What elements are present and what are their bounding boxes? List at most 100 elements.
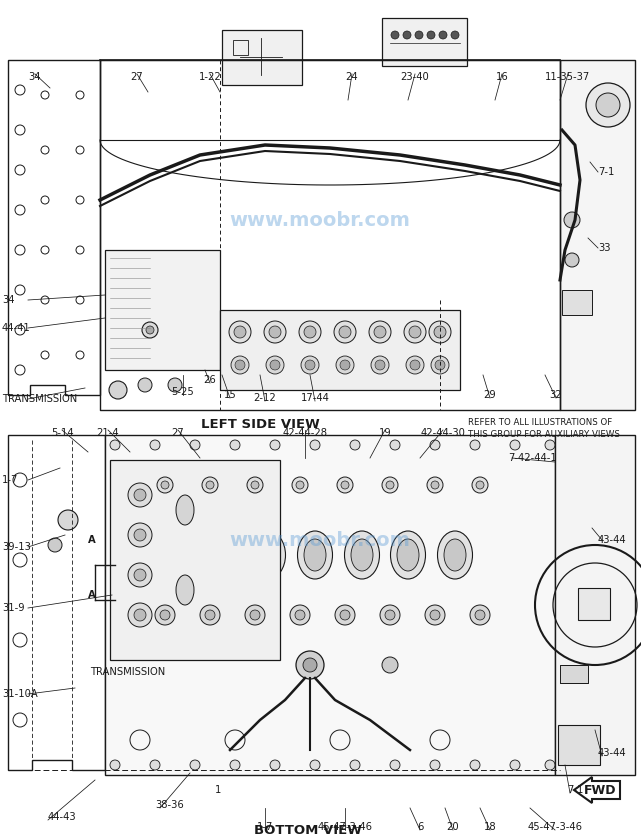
- Circle shape: [470, 760, 480, 770]
- Circle shape: [439, 31, 447, 39]
- Text: 20: 20: [447, 822, 460, 832]
- Circle shape: [200, 605, 220, 625]
- Circle shape: [230, 760, 240, 770]
- Text: 1: 1: [215, 785, 221, 795]
- Text: 17-44: 17-44: [301, 393, 329, 403]
- Ellipse shape: [176, 575, 194, 605]
- Text: 5-25: 5-25: [172, 387, 194, 397]
- Circle shape: [404, 321, 426, 343]
- Circle shape: [350, 440, 360, 450]
- Circle shape: [310, 440, 320, 450]
- Text: BOTTOM VIEW: BOTTOM VIEW: [254, 824, 362, 837]
- Text: www.moobr.com: www.moobr.com: [229, 210, 410, 230]
- FancyBboxPatch shape: [220, 310, 460, 390]
- FancyArrow shape: [574, 777, 620, 803]
- Circle shape: [269, 326, 281, 338]
- Circle shape: [375, 360, 385, 370]
- Text: 33: 33: [598, 243, 610, 253]
- Text: A: A: [88, 590, 96, 600]
- Circle shape: [290, 605, 310, 625]
- Text: FWD: FWD: [584, 784, 616, 796]
- Circle shape: [371, 356, 389, 374]
- Circle shape: [160, 610, 170, 620]
- Circle shape: [380, 605, 400, 625]
- Text: 27: 27: [131, 72, 144, 82]
- FancyBboxPatch shape: [105, 435, 555, 775]
- Ellipse shape: [444, 539, 466, 571]
- Circle shape: [545, 440, 555, 450]
- Text: 42-44-28: 42-44-28: [283, 428, 328, 438]
- Circle shape: [150, 440, 160, 450]
- Circle shape: [434, 326, 446, 338]
- FancyBboxPatch shape: [560, 60, 635, 410]
- Circle shape: [403, 31, 411, 39]
- Circle shape: [109, 381, 127, 399]
- Circle shape: [299, 321, 321, 343]
- Ellipse shape: [204, 531, 240, 579]
- Circle shape: [431, 481, 439, 489]
- Circle shape: [409, 326, 421, 338]
- Circle shape: [251, 481, 259, 489]
- Circle shape: [190, 760, 200, 770]
- Ellipse shape: [304, 539, 326, 571]
- Text: 23-40: 23-40: [401, 72, 429, 82]
- Ellipse shape: [351, 539, 373, 571]
- Circle shape: [340, 610, 350, 620]
- Circle shape: [292, 477, 308, 493]
- Text: 34: 34: [29, 72, 41, 82]
- Circle shape: [585, 595, 605, 615]
- Circle shape: [134, 529, 146, 541]
- Circle shape: [475, 610, 485, 620]
- Circle shape: [48, 538, 62, 552]
- Ellipse shape: [158, 531, 192, 579]
- Circle shape: [134, 569, 146, 581]
- Circle shape: [369, 321, 391, 343]
- Circle shape: [350, 760, 360, 770]
- Circle shape: [301, 356, 319, 374]
- Ellipse shape: [211, 539, 233, 571]
- Text: 43-44: 43-44: [598, 748, 627, 758]
- Text: 44-41: 44-41: [2, 323, 31, 333]
- Circle shape: [335, 605, 355, 625]
- Text: 15: 15: [224, 390, 237, 400]
- Circle shape: [564, 212, 580, 228]
- FancyBboxPatch shape: [578, 588, 610, 620]
- Circle shape: [427, 477, 443, 493]
- Circle shape: [415, 31, 423, 39]
- Text: 11-35-37: 11-35-37: [545, 72, 590, 82]
- Circle shape: [310, 760, 320, 770]
- FancyBboxPatch shape: [555, 435, 635, 775]
- Ellipse shape: [257, 539, 279, 571]
- Circle shape: [128, 483, 152, 507]
- Circle shape: [565, 253, 579, 267]
- Ellipse shape: [438, 531, 472, 579]
- Circle shape: [202, 477, 218, 493]
- Circle shape: [250, 610, 260, 620]
- Circle shape: [110, 440, 120, 450]
- Circle shape: [336, 356, 354, 374]
- Circle shape: [134, 609, 146, 621]
- Text: 27: 27: [172, 428, 185, 438]
- Circle shape: [128, 603, 152, 627]
- Text: 7-1: 7-1: [567, 785, 583, 795]
- Text: 31-10A: 31-10A: [2, 689, 38, 699]
- Circle shape: [334, 321, 356, 343]
- Circle shape: [427, 31, 435, 39]
- Ellipse shape: [390, 531, 426, 579]
- Circle shape: [545, 760, 555, 770]
- Circle shape: [190, 440, 200, 450]
- Circle shape: [128, 523, 152, 547]
- Text: 6: 6: [417, 822, 423, 832]
- Circle shape: [168, 378, 182, 392]
- FancyBboxPatch shape: [558, 725, 600, 765]
- Text: 1-7: 1-7: [2, 475, 19, 485]
- Text: 24: 24: [345, 72, 358, 82]
- Circle shape: [266, 356, 284, 374]
- Ellipse shape: [397, 539, 419, 571]
- Circle shape: [341, 481, 349, 489]
- Text: 31-9: 31-9: [2, 603, 24, 613]
- Text: 44-43: 44-43: [48, 812, 77, 822]
- Text: 32: 32: [550, 390, 562, 400]
- FancyBboxPatch shape: [382, 18, 467, 66]
- Circle shape: [110, 760, 120, 770]
